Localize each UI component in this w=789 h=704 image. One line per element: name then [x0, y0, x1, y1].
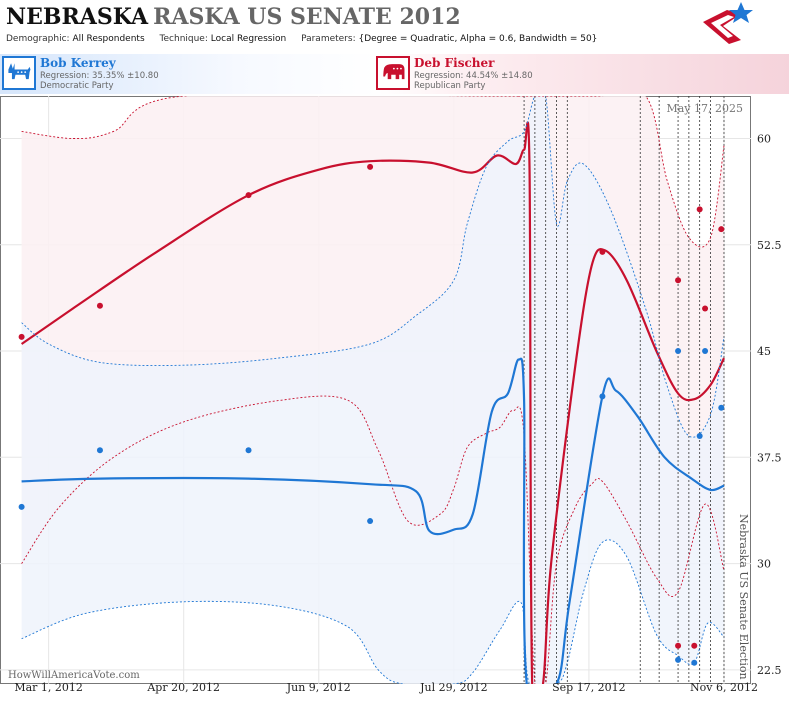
- candidate-name: Bob Kerrey: [40, 56, 116, 70]
- candidate-regression: Regression: 44.54% ±14.80: [414, 71, 533, 81]
- title-race: RASKA US SENATE 2012: [153, 4, 461, 30]
- x-tick-label: Mar 1, 2012: [14, 681, 83, 694]
- poll-point: [96, 447, 103, 454]
- poll-point: [702, 348, 709, 355]
- star-flag-icon: [703, 2, 753, 44]
- parameters-row: Demographic: All Respondents Technique: …: [6, 34, 609, 44]
- technique-label: Technique:: [159, 34, 208, 44]
- band-upper-edge: [21, 96, 725, 438]
- poll-point: [696, 206, 703, 213]
- candidate-bar: Bob Kerrey Regression: 35.35% ±10.80 Dem…: [0, 54, 789, 94]
- candidate-party: Democratic Party: [40, 81, 114, 91]
- poll-point: [96, 302, 103, 309]
- x-tick-label: Sep 17, 2012: [552, 681, 626, 694]
- y-tick-label: 45: [757, 345, 771, 358]
- band-upper-edge: [21, 96, 725, 248]
- date-label: May 17, 2025: [666, 102, 743, 115]
- poll-point: [691, 659, 698, 666]
- band-lower-edge: [21, 395, 725, 684]
- candidate-name: Deb Fischer: [414, 56, 495, 70]
- donkey-icon: [2, 56, 36, 90]
- poll-point: [675, 348, 682, 355]
- election-label: Nebraska US Senate Election: [737, 514, 750, 680]
- y-tick-label: 22.5: [757, 664, 782, 677]
- chart-title: NEBRASKA RASKA US SENATE 2012: [6, 4, 461, 34]
- poll-point: [599, 248, 606, 255]
- poll-point: [675, 277, 682, 284]
- y-tick-label: 37.5: [757, 451, 782, 464]
- regression-line: [20, 121, 725, 684]
- x-tick-label: Apr 20, 2012: [146, 681, 220, 694]
- title-state: NEBRASKA: [6, 4, 149, 30]
- poll-point: [675, 642, 682, 649]
- parameters-value: {Degree = Quadratic, Alpha = 0.6, Bandwi…: [358, 34, 598, 44]
- y-tick-label: 60: [757, 133, 771, 146]
- watermark: HowWillAmericaVote.com: [8, 670, 140, 681]
- confidence-band: [21, 96, 724, 684]
- poll-point: [367, 518, 374, 525]
- candidate-party: Republican Party: [414, 81, 486, 91]
- x-tick-label: Nov 6, 2012: [690, 681, 758, 694]
- poll-point: [696, 433, 703, 440]
- poll-point: [18, 333, 25, 340]
- poll-point: [599, 393, 606, 400]
- y-tick-label: 52.5: [757, 239, 782, 252]
- poll-point: [675, 656, 682, 663]
- candidate-regression: Regression: 35.35% ±10.80: [40, 71, 159, 81]
- chart-area: Mar 1, 2012 Apr 20, 2012 Jun 9, 2012 Jul 29…: [0, 96, 782, 694]
- poll-point: [718, 226, 725, 233]
- poll-point: [367, 163, 374, 170]
- demographic-value: All Respondents: [72, 34, 145, 44]
- poll-point: [245, 447, 252, 454]
- demographic-label: Demographic:: [6, 34, 70, 44]
- poll-point: [18, 503, 25, 510]
- technique-value: Local Regression: [210, 34, 287, 44]
- parameters-label: Parameters:: [301, 34, 356, 44]
- regression-line: [21, 357, 725, 684]
- elephant-icon: [376, 56, 410, 90]
- x-tick-label: Jun 9, 2012: [286, 681, 351, 694]
- y-tick-label: 30: [757, 558, 771, 571]
- poll-point: [691, 642, 698, 649]
- poll-point: [718, 404, 725, 411]
- x-tick-label: Jul 29, 2012: [419, 681, 488, 694]
- poll-point: [245, 192, 252, 199]
- poll-point: [702, 305, 709, 312]
